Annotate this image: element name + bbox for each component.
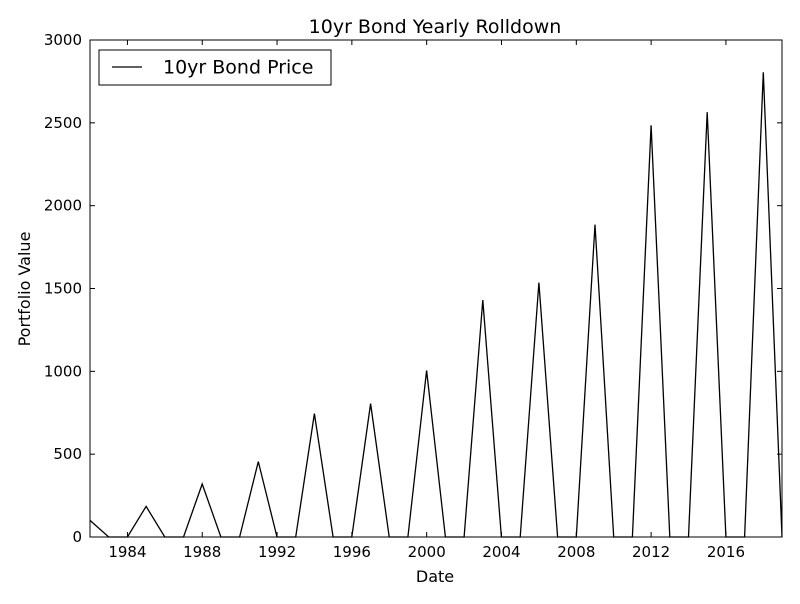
- y-tick-label: 2500: [44, 114, 82, 132]
- x-tick-label: 2008: [557, 543, 595, 561]
- plot-frame: [89, 39, 783, 538]
- y-tick-label: 500: [53, 445, 82, 463]
- x-axis: 1984 1988 1992 1996 2000 2004 2008 2012 2016: [108, 40, 745, 561]
- x-tick-label: 2016: [707, 543, 745, 561]
- series-line: [89, 72, 783, 538]
- legend: 10yr Bond Price: [98, 49, 332, 86]
- x-tick-label: 1988: [183, 543, 221, 561]
- x-tick-label: 2004: [482, 543, 520, 561]
- legend-label: 10yr Bond Price: [163, 57, 313, 79]
- y-tick-label: 1500: [44, 280, 82, 298]
- x-axis-label: Date: [416, 567, 454, 586]
- y-axis: 0 500 1000 1500 2000 2500 3000: [44, 31, 782, 546]
- plot-area: [89, 72, 783, 538]
- x-tick-label: 2012: [632, 543, 670, 561]
- y-tick-label: 3000: [44, 31, 82, 49]
- y-tick-label: 2000: [44, 197, 82, 215]
- chart-title: 10yr Bond Yearly Rolldown: [309, 16, 562, 38]
- x-tick-label: 1984: [108, 543, 146, 561]
- x-tick-label: 1996: [333, 543, 371, 561]
- y-tick-label: 1000: [44, 362, 82, 380]
- x-tick-label: 2000: [408, 543, 446, 561]
- y-tick-label: 0: [72, 528, 82, 546]
- y-axis-label: Portfolio Value: [15, 232, 34, 347]
- x-tick-label: 1992: [258, 543, 296, 561]
